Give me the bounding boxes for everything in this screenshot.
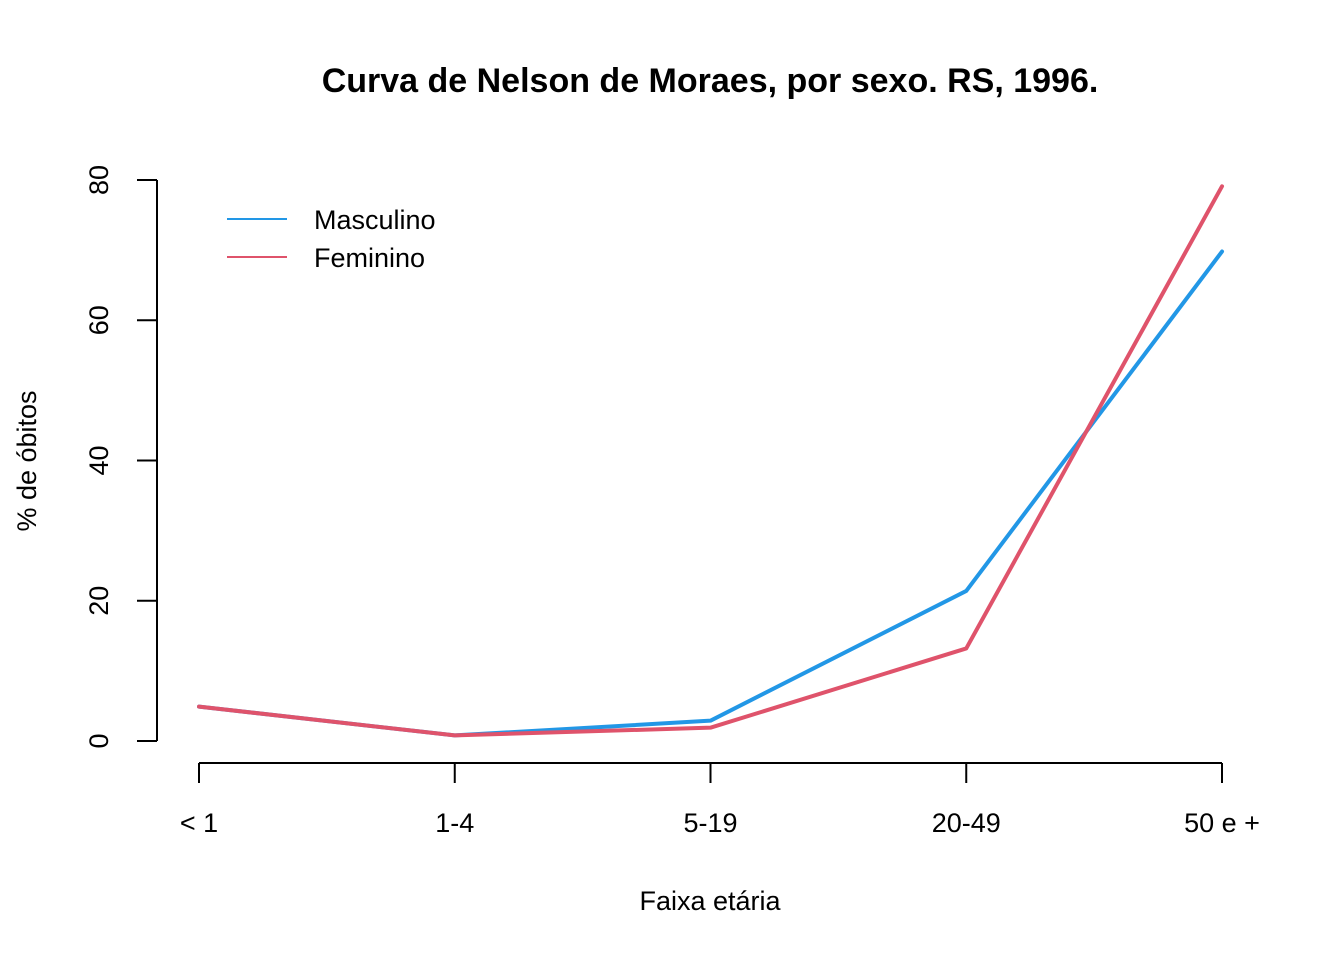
x-tick-label: 1-4 xyxy=(435,808,474,838)
y-tick-label: 60 xyxy=(84,305,114,335)
y-tick-label: 40 xyxy=(84,445,114,475)
x-axis-label: Faixa etária xyxy=(639,886,781,916)
legend-label-feminino: Feminino xyxy=(314,243,425,273)
x-tick-label: 20-49 xyxy=(932,808,1001,838)
x-tick-label: 5-19 xyxy=(683,808,737,838)
y-tick-label: 0 xyxy=(84,733,114,748)
y-tick-label: 80 xyxy=(84,165,114,195)
legend: Masculino Feminino xyxy=(227,205,436,273)
x-tick-label: 50 e + xyxy=(1184,808,1260,838)
x-axis: < 1 1-4 5-19 20-49 50 e + xyxy=(180,762,1260,838)
y-tick-label: 20 xyxy=(84,586,114,616)
series-layer xyxy=(197,184,1224,738)
y-axis: 0 20 40 60 80 xyxy=(84,165,158,749)
x-tick-label: < 1 xyxy=(180,808,218,838)
legend-label-masculino: Masculino xyxy=(314,205,436,235)
chart-title: Curva de Nelson de Moraes, por sexo. RS,… xyxy=(322,62,1099,100)
series-line-feminino xyxy=(197,184,1224,738)
y-axis-label: % de óbitos xyxy=(12,390,42,531)
series-line-masculino xyxy=(197,249,1224,738)
